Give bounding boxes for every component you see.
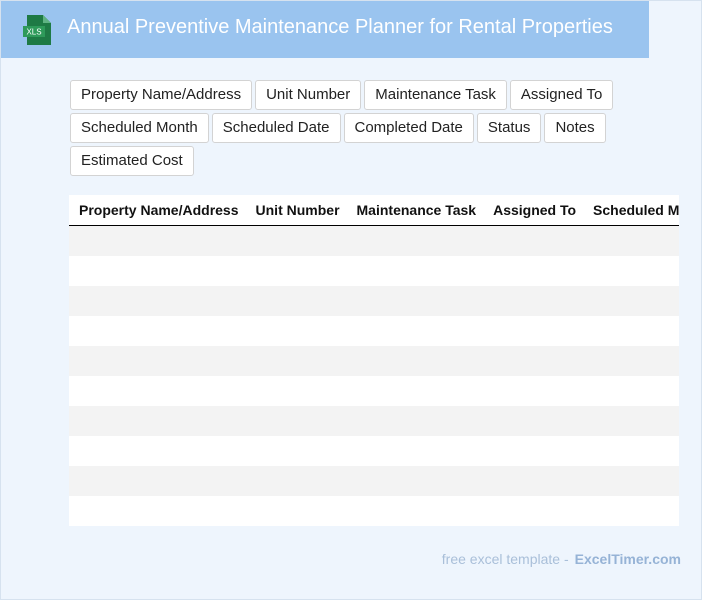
table-row [69, 496, 679, 526]
xls-icon: XLS [23, 15, 51, 45]
field-tag[interactable]: Unit Number [255, 80, 362, 110]
table-row [69, 316, 679, 346]
field-tag[interactable]: Property Name/Address [70, 80, 253, 110]
column-header: Scheduled Month [593, 202, 679, 218]
table-row [69, 226, 679, 256]
planner-table: Property Name/Address Unit Number Maintena… [69, 195, 679, 526]
table-row [69, 436, 679, 466]
table-row [69, 256, 679, 286]
column-header: Maintenance Task [356, 202, 477, 218]
table-row [69, 346, 679, 376]
table-body [69, 226, 679, 526]
field-tag[interactable]: Scheduled Date [211, 113, 341, 143]
field-tag[interactable]: Estimated Cost [70, 146, 194, 176]
field-tag[interactable]: Maintenance Task [364, 80, 507, 110]
column-header: Unit Number [255, 202, 340, 218]
footer: free excel template - ExcelTimer.com [442, 551, 681, 567]
table-row [69, 376, 679, 406]
field-tags: Property Name/Address Unit Number Maintena… [70, 80, 630, 176]
icon-label: XLS [26, 28, 41, 37]
field-tag[interactable]: Notes [544, 113, 606, 143]
field-tag[interactable]: Scheduled Month [70, 113, 209, 143]
field-tag[interactable]: Assigned To [509, 80, 614, 110]
field-tag[interactable]: Status [476, 113, 542, 143]
column-header: Assigned To [493, 202, 577, 218]
page-title: Annual Preventive Maintenance Planner fo… [67, 16, 613, 38]
table-row [69, 466, 679, 496]
table-row [69, 286, 679, 316]
table-row [69, 406, 679, 436]
header-bar: XLS Annual Preventive Maintenance Planne… [1, 1, 649, 58]
table-header: Property Name/Address Unit Number Maintena… [69, 195, 679, 226]
footer-text: free excel template - [441, 551, 569, 567]
field-tag[interactable]: Completed Date [343, 113, 474, 143]
footer-brand[interactable]: ExcelTimer.com [574, 551, 681, 567]
column-header: Property Name/Address [79, 202, 239, 218]
